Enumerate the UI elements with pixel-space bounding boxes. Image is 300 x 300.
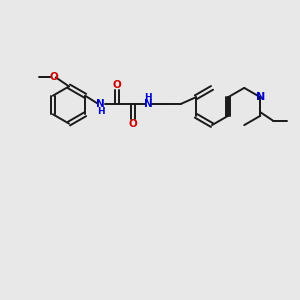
Text: O: O <box>128 118 137 129</box>
Text: N: N <box>96 99 105 109</box>
Text: H: H <box>145 93 152 102</box>
Text: N: N <box>144 99 153 109</box>
Text: O: O <box>113 80 122 90</box>
Text: H: H <box>97 107 104 116</box>
Text: O: O <box>49 72 58 82</box>
Text: N: N <box>256 92 265 102</box>
